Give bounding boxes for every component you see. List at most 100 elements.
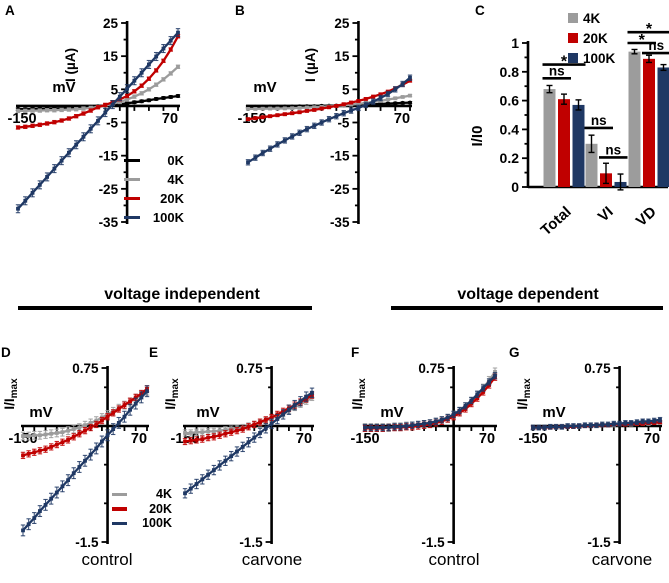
series-0K-marker xyxy=(125,101,130,106)
legend-label-20K: 20K xyxy=(149,501,172,516)
legend-label-100K: 100K xyxy=(142,516,172,531)
series-4K-marker xyxy=(60,430,65,435)
legend-swatch-4K xyxy=(124,177,140,182)
series-100K-marker xyxy=(531,425,535,430)
series-100K-marker xyxy=(371,99,376,104)
series-4K-marker xyxy=(223,427,228,432)
series-100K-marker xyxy=(629,421,634,425)
x-tick-label: 70 xyxy=(479,431,495,447)
series-20K-marker xyxy=(21,453,25,458)
panel-letter-E: E xyxy=(149,345,159,360)
series-20K-marker xyxy=(116,407,121,411)
series-100K-marker xyxy=(282,138,287,143)
series-20K-marker xyxy=(305,108,309,113)
series-100K-marker xyxy=(154,54,159,59)
series-100K-marker xyxy=(67,150,71,155)
series-4K-marker xyxy=(74,107,79,112)
y-tick-label: -35 xyxy=(330,215,350,230)
series-100K-marker xyxy=(349,108,353,113)
series-4K-marker xyxy=(54,431,59,435)
y-tick-label: 25 xyxy=(103,16,119,31)
x-tick-label: -150 xyxy=(518,431,547,447)
legend-row: 0K xyxy=(124,151,184,170)
series-4K-marker xyxy=(37,108,42,113)
series-100K-marker xyxy=(211,468,216,472)
series-100K-marker xyxy=(176,30,180,35)
series-100K-marker xyxy=(542,425,547,430)
series-20K-marker xyxy=(88,108,93,113)
series-100K-marker xyxy=(559,424,564,429)
series-0K-marker xyxy=(161,95,166,100)
series-100K-marker xyxy=(252,435,257,440)
y-tick-label: 0.6 xyxy=(500,93,520,109)
series-4K-marker xyxy=(32,433,37,438)
series-100K-marker xyxy=(117,94,122,99)
category-label: Total xyxy=(538,203,575,239)
series-100K-marker xyxy=(554,424,558,429)
section-label-voltage-dependent: voltage dependent xyxy=(457,286,599,303)
series-20K-marker xyxy=(94,422,99,427)
series-20K-marker xyxy=(223,431,228,436)
series-100K-marker xyxy=(88,452,93,457)
series-100K-marker xyxy=(32,516,37,520)
series-20K-marker xyxy=(111,410,116,415)
series-100K-marker xyxy=(298,399,303,404)
series-4K-marker xyxy=(206,429,210,434)
series-100K-marker xyxy=(481,386,486,391)
series-100K-marker xyxy=(310,390,314,395)
series-20K-marker xyxy=(363,97,368,101)
series-4K-marker xyxy=(71,427,76,431)
series-20K-marker xyxy=(74,114,79,119)
series-0K-marker xyxy=(400,100,405,105)
y-tick-label: -25 xyxy=(330,182,350,197)
series-100K-marker xyxy=(428,421,432,425)
series-20K-marker xyxy=(77,431,82,436)
series-100K-marker xyxy=(128,407,132,412)
caption-panel-D: control xyxy=(81,550,133,569)
series-4K-marker xyxy=(147,87,151,92)
y-axis-label: I/Imax xyxy=(2,378,20,410)
x-axis-label: mV xyxy=(253,79,276,96)
series-20K-marker xyxy=(60,440,65,445)
series-20K-marker xyxy=(252,422,257,427)
series-4K-marker xyxy=(30,108,35,113)
series-100K-marker xyxy=(410,423,415,428)
series-4K-marker xyxy=(132,94,137,99)
series-100K-marker xyxy=(37,182,42,187)
y-tick-label: 5 xyxy=(111,82,119,97)
series-20K-marker xyxy=(378,92,383,97)
y-tick-label: 0.2 xyxy=(500,150,520,166)
series-4K-marker xyxy=(217,428,222,433)
series-4K-marker xyxy=(183,431,187,435)
series-100K-marker xyxy=(363,103,368,107)
series-20K-marker xyxy=(269,415,274,420)
series-100K-marker xyxy=(281,412,286,417)
series-100K-marker xyxy=(646,419,651,424)
series-100K-marker xyxy=(100,439,104,444)
sig-label: * xyxy=(639,32,646,49)
legend-row: 100K xyxy=(568,48,615,68)
series-100K-marker xyxy=(168,38,173,43)
series-100K-marker xyxy=(223,458,228,463)
series-20K-marker xyxy=(88,425,93,430)
series-20K-marker xyxy=(258,420,262,425)
series-100K-marker xyxy=(327,117,331,122)
series-4K-marker xyxy=(139,91,144,96)
series-100K-marker xyxy=(103,110,108,115)
series-4K-marker xyxy=(88,106,93,110)
series-100K-marker xyxy=(246,160,250,165)
series-20K-marker xyxy=(30,123,35,128)
series-100K-marker xyxy=(434,419,438,424)
series-4K-marker xyxy=(23,108,28,113)
x-tick-label: 70 xyxy=(131,431,147,447)
bar-VD-20K xyxy=(643,58,655,188)
legend-swatch-100K xyxy=(112,521,127,525)
series-0K-marker xyxy=(176,93,180,98)
series-4K-marker xyxy=(176,64,180,69)
series-100K-marker xyxy=(439,417,444,422)
series-100K-marker xyxy=(194,482,199,486)
series-4K-marker xyxy=(117,100,122,104)
series-20K-marker xyxy=(45,121,49,126)
series-100K-marker xyxy=(398,424,403,429)
